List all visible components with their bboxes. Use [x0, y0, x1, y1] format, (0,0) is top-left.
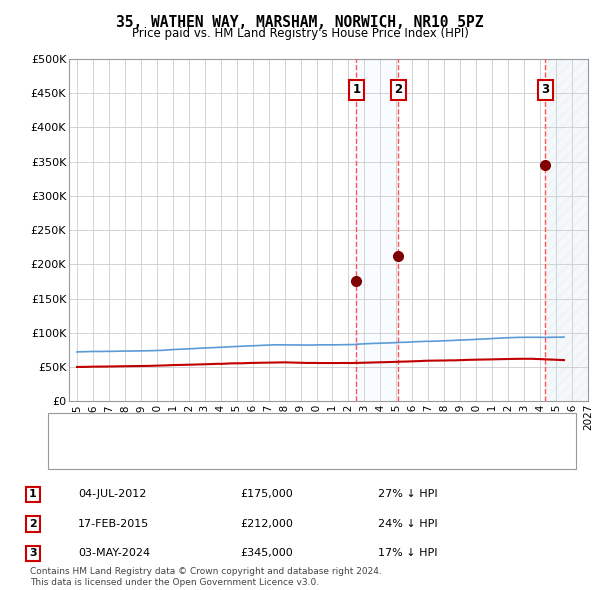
Text: 1: 1: [352, 83, 361, 96]
Text: 3: 3: [29, 549, 37, 558]
Text: £345,000: £345,000: [240, 549, 293, 558]
Text: 2: 2: [394, 83, 403, 96]
Text: Contains HM Land Registry data © Crown copyright and database right 2024.: Contains HM Land Registry data © Crown c…: [30, 566, 382, 576]
Text: 3: 3: [541, 83, 550, 96]
Text: 1: 1: [29, 490, 37, 499]
Bar: [356, 59, 398, 401]
Text: 2: 2: [29, 519, 37, 529]
Text: 17-FEB-2015: 17-FEB-2015: [78, 519, 149, 529]
Text: 35, WATHEN WAY, MARSHAM, NORWICH, NR10 5PZ: 35, WATHEN WAY, MARSHAM, NORWICH, NR10 5…: [116, 15, 484, 30]
Text: £175,000: £175,000: [240, 490, 293, 499]
Bar: [545, 59, 588, 401]
Text: 24% ↓ HPI: 24% ↓ HPI: [378, 519, 437, 529]
Text: 27% ↓ HPI: 27% ↓ HPI: [378, 490, 437, 499]
Text: 03-MAY-2024: 03-MAY-2024: [78, 549, 150, 558]
Text: HPI: Average price, detached house, Broadland: HPI: Average price, detached house, Broa…: [108, 448, 354, 458]
Text: 35, WATHEN WAY, MARSHAM, NORWICH, NR10 5PZ (detached house): 35, WATHEN WAY, MARSHAM, NORWICH, NR10 5…: [108, 424, 468, 434]
Text: 04-JUL-2012: 04-JUL-2012: [78, 490, 146, 499]
Text: This data is licensed under the Open Government Licence v3.0.: This data is licensed under the Open Gov…: [30, 578, 319, 588]
Text: 17% ↓ HPI: 17% ↓ HPI: [378, 549, 437, 558]
Text: £212,000: £212,000: [240, 519, 293, 529]
Text: Price paid vs. HM Land Registry's House Price Index (HPI): Price paid vs. HM Land Registry's House …: [131, 27, 469, 40]
